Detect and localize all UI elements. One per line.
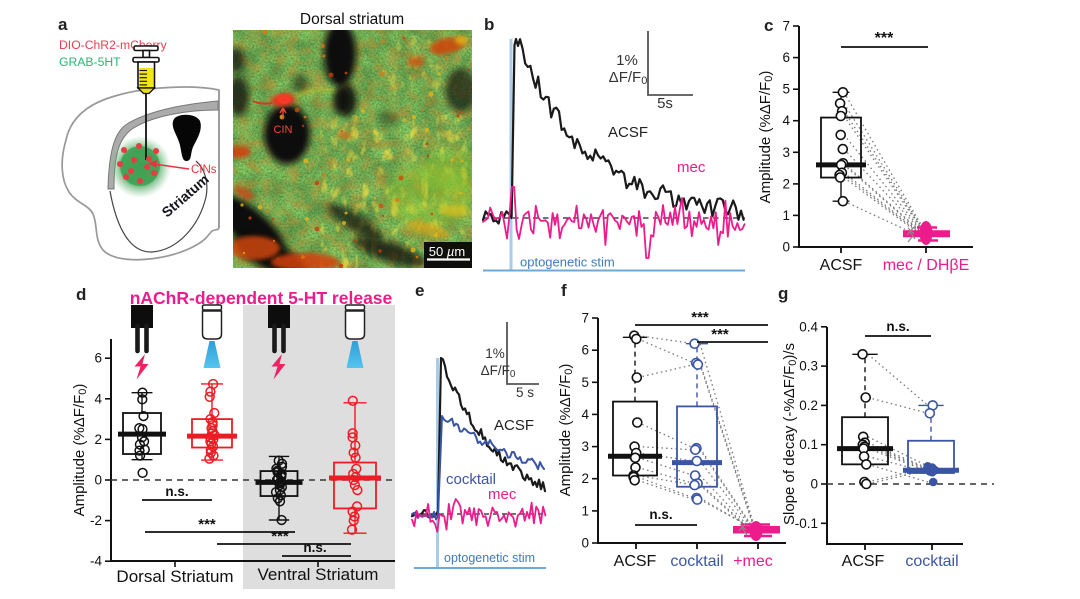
svg-text:nAChR-dependent 5-HT release: nAChR-dependent 5-HT release [130,288,393,308]
svg-text:-4: -4 [90,554,102,569]
svg-text:3: 3 [581,439,589,454]
svg-text:+mec: +mec [733,553,773,570]
svg-text:ACSF: ACSF [494,417,534,434]
svg-text:1: 1 [782,208,790,223]
svg-text:3: 3 [782,145,790,160]
svg-text:5: 5 [782,82,790,97]
svg-text:Amplitude (%ΔF/F0): Amplitude (%ΔF/F0) [757,71,775,204]
svg-text:e: e [415,281,424,300]
svg-text:***: *** [198,516,216,533]
svg-text:-2: -2 [90,513,102,528]
svg-text:6: 6 [94,351,102,366]
svg-text:cocktail: cocktail [446,471,496,488]
svg-text:0.2: 0.2 [799,398,818,413]
svg-text:7: 7 [581,311,589,326]
svg-text:1%: 1% [616,52,638,69]
svg-text:n.s.: n.s. [886,319,909,334]
svg-text:***: *** [691,309,709,326]
svg-text:CIN: CIN [274,124,293,136]
svg-text:ACSF: ACSF [842,553,885,570]
svg-text:Dorsal Striatum: Dorsal Striatum [116,567,233,586]
svg-text:Dorsal striatum: Dorsal striatum [300,11,404,28]
svg-text:6: 6 [782,50,790,65]
svg-text:Amplitude (%ΔF/F0): Amplitude (%ΔF/F0) [71,384,89,517]
svg-text:f: f [561,281,567,300]
svg-text:optogenetic stim: optogenetic stim [444,551,535,565]
svg-text:5: 5 [581,375,589,390]
svg-text:GRAB-5HT: GRAB-5HT [59,55,121,69]
svg-text:4: 4 [782,113,790,128]
svg-text:50 µm: 50 µm [429,244,465,259]
svg-text:a: a [58,15,68,34]
svg-text:1: 1 [581,503,589,518]
svg-text:2: 2 [94,432,102,447]
svg-text:mec: mec [488,486,517,503]
svg-text:2: 2 [782,176,790,191]
svg-text:0.4: 0.4 [799,319,818,334]
svg-text:***: *** [875,30,894,47]
svg-text:ΔF/F0: ΔF/F0 [481,363,516,380]
svg-text:0.3: 0.3 [799,359,818,374]
svg-text:b: b [484,15,494,34]
svg-text:0: 0 [782,240,790,255]
svg-text:mec: mec [677,159,706,176]
svg-text:optogenetic stim: optogenetic stim [520,255,615,270]
svg-text:0.1: 0.1 [799,437,818,452]
svg-text:g: g [778,284,788,303]
svg-text:cocktail: cocktail [670,553,723,570]
svg-text:mec / DHβE: mec / DHβE [883,257,970,274]
svg-text:6: 6 [581,343,589,358]
svg-text:Ventral Striatum: Ventral Striatum [258,565,379,584]
svg-text:Amplitude (%ΔF/F0): Amplitude (%ΔF/F0) [557,364,575,497]
svg-text:-0.1: -0.1 [795,516,818,531]
svg-text:1%: 1% [485,346,505,361]
svg-text:Slope of decay (-%ΔF/F0)/s: Slope of decay (-%ΔF/F0)/s [781,343,799,525]
svg-text:0: 0 [810,477,818,492]
svg-text:ΔF/F0: ΔF/F0 [609,69,648,87]
svg-text:n.s.: n.s. [303,540,326,555]
svg-text:n.s.: n.s. [649,507,672,522]
svg-text:ACSF: ACSF [820,257,863,274]
svg-text:***: *** [271,528,289,545]
svg-text:5s: 5s [657,95,673,112]
svg-text:***: *** [711,326,729,343]
svg-text:0: 0 [581,536,589,551]
svg-text:CINs: CINs [191,164,217,176]
svg-text:c: c [764,16,773,35]
svg-text:4: 4 [94,391,102,406]
svg-text:ACSF: ACSF [608,124,648,141]
svg-text:7: 7 [782,19,790,34]
svg-text:n.s.: n.s. [165,484,188,499]
svg-text:2: 2 [581,471,589,486]
svg-text:5 s: 5 s [516,385,534,400]
svg-text:d: d [76,285,86,304]
svg-text:0: 0 [94,473,102,488]
svg-text:4: 4 [581,407,589,422]
svg-text:cocktail: cocktail [905,553,958,570]
svg-text:ACSF: ACSF [614,553,657,570]
